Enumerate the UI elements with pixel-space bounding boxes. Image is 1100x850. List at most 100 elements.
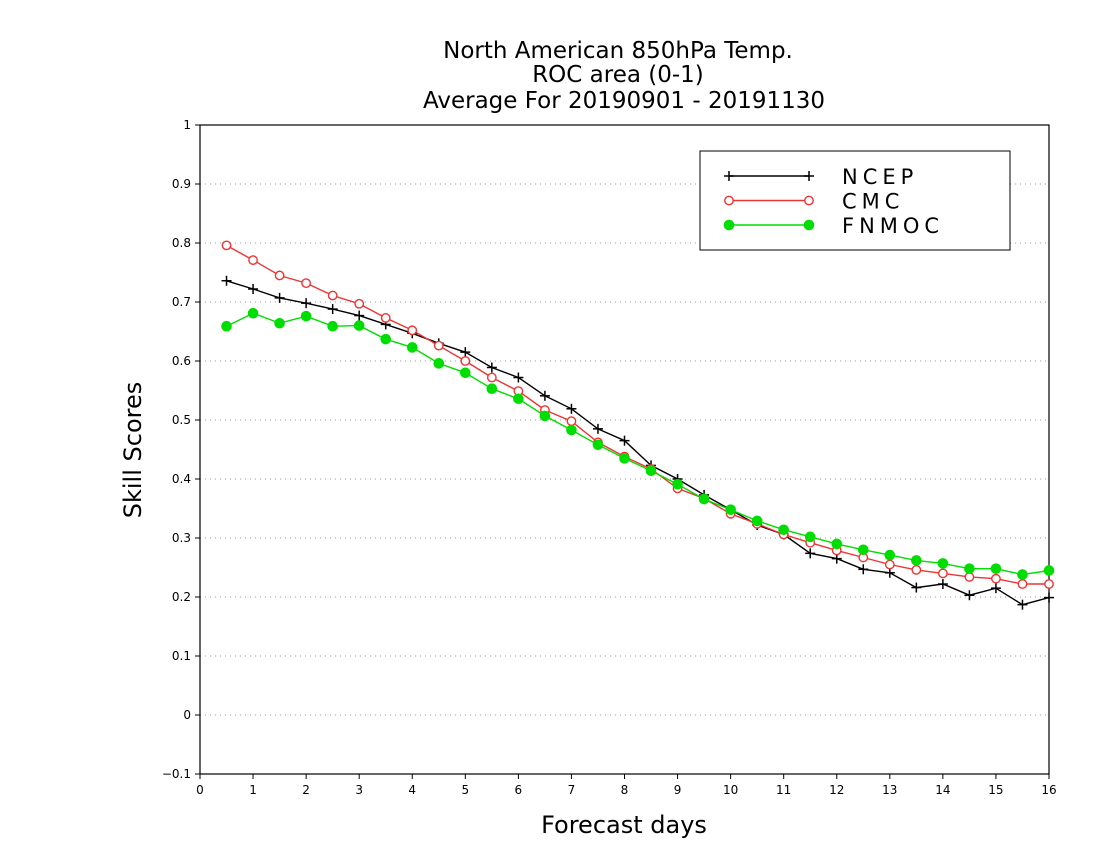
data-point-fnmoc bbox=[857, 544, 869, 556]
y-tick-label: 1 bbox=[183, 118, 191, 132]
data-point-fnmoc bbox=[486, 383, 498, 395]
data-point-cmc bbox=[433, 340, 444, 351]
legend-marker-ncep bbox=[724, 171, 734, 181]
legend-marker-cmc bbox=[804, 195, 814, 206]
y-tick-label: 0.4 bbox=[172, 472, 191, 486]
x-tick-label: 0 bbox=[196, 783, 204, 797]
data-point-cmc bbox=[937, 568, 948, 579]
data-point-fnmoc bbox=[725, 504, 736, 515]
data-point-fnmoc bbox=[406, 342, 418, 353]
data-point-cmc bbox=[486, 372, 497, 383]
x-tick-label: 8 bbox=[621, 783, 629, 797]
legend-item-ncep: NCEP bbox=[724, 165, 913, 189]
y-tick-label: 0.2 bbox=[172, 590, 191, 604]
x-tick-label: 16 bbox=[1041, 783, 1056, 797]
x-tick-label: 12 bbox=[829, 783, 844, 797]
data-point-fnmoc bbox=[566, 424, 577, 436]
title-line-3: Average For 20190901 - 20191130 bbox=[423, 88, 825, 114]
y-axis-label: Skill Scores bbox=[119, 382, 147, 519]
data-point-cmc bbox=[248, 255, 258, 266]
legend-label-fnmoc: FNMOC bbox=[842, 214, 944, 238]
x-tick-label: 7 bbox=[568, 783, 576, 797]
series-layer bbox=[221, 240, 1055, 610]
x-tick-label: 6 bbox=[515, 783, 523, 797]
data-point-cmc bbox=[566, 416, 577, 427]
data-point-ncep bbox=[486, 362, 497, 373]
x-tick-label: 15 bbox=[988, 783, 1003, 797]
data-point-ncep bbox=[301, 298, 312, 309]
data-point-fnmoc bbox=[513, 393, 524, 405]
data-point-cmc bbox=[407, 325, 418, 336]
x-tick-label: 5 bbox=[461, 783, 469, 797]
data-point-cmc bbox=[991, 573, 1001, 584]
y-tick-label: 0.8 bbox=[172, 236, 191, 250]
data-point-ncep bbox=[248, 284, 259, 295]
legend-marker-cmc bbox=[724, 195, 734, 206]
chart-title: North American 850hPa Temp. ROC area (0-… bbox=[423, 38, 825, 114]
data-point-fnmoc bbox=[778, 524, 789, 536]
x-tick-label: 14 bbox=[935, 783, 950, 797]
data-point-cmc bbox=[964, 572, 975, 582]
data-point-cmc bbox=[301, 278, 312, 289]
data-point-cmc bbox=[327, 290, 338, 301]
data-point-fnmoc bbox=[911, 555, 922, 566]
data-point-ncep bbox=[1017, 599, 1028, 610]
series-line-fnmoc bbox=[226, 312, 1050, 576]
title-line-2: ROC area (0-1) bbox=[532, 62, 704, 88]
data-point-fnmoc bbox=[672, 479, 683, 490]
data-point-cmc bbox=[460, 356, 471, 366]
x-axis-ticks: 0 1 2 3 4 5 6 7 8 9 10 11 12 13 14 15 16 bbox=[196, 774, 1057, 797]
title-line-1: North American 850hPa Temp. bbox=[443, 38, 793, 64]
data-point-ncep bbox=[513, 372, 524, 383]
data-point-ncep bbox=[566, 403, 577, 414]
data-point-cmc bbox=[354, 298, 365, 309]
data-point-cmc bbox=[911, 564, 922, 575]
data-point-fnmoc bbox=[460, 367, 471, 379]
legend-marker-fnmoc bbox=[723, 219, 735, 231]
plot-frame bbox=[199, 124, 1050, 775]
data-point-fnmoc bbox=[751, 515, 763, 527]
x-tick-label: 11 bbox=[776, 783, 791, 797]
data-point-fnmoc bbox=[937, 558, 949, 569]
y-tick-label: 0 bbox=[183, 708, 191, 722]
data-point-ncep bbox=[937, 579, 948, 590]
y-tick-label: 0.7 bbox=[172, 295, 191, 309]
gridlines bbox=[200, 183, 1049, 716]
legend-item-cmc: CMC bbox=[724, 190, 899, 214]
data-point-fnmoc bbox=[380, 333, 392, 345]
data-point-fnmoc bbox=[831, 538, 843, 550]
data-point-ncep bbox=[1044, 592, 1054, 603]
x-axis-label: Forecast days bbox=[541, 811, 707, 839]
data-point-ncep bbox=[858, 564, 869, 575]
data-point-ncep bbox=[884, 567, 895, 578]
data-point-cmc bbox=[884, 559, 895, 570]
data-point-ncep bbox=[990, 583, 1001, 594]
data-point-ncep bbox=[805, 548, 816, 559]
data-point-fnmoc bbox=[433, 358, 445, 369]
data-point-cmc bbox=[1017, 579, 1028, 589]
data-point-cmc bbox=[274, 270, 285, 281]
data-point-fnmoc bbox=[353, 320, 365, 331]
data-point-fnmoc bbox=[247, 307, 259, 319]
data-point-fnmoc bbox=[804, 531, 816, 543]
data-point-fnmoc bbox=[539, 410, 551, 422]
data-point-ncep bbox=[327, 304, 338, 315]
data-point-fnmoc bbox=[592, 439, 604, 451]
x-tick-label: 13 bbox=[882, 783, 897, 797]
data-point-fnmoc bbox=[884, 549, 896, 561]
legend-item-fnmoc: FNMOC bbox=[723, 214, 944, 238]
data-point-ncep bbox=[592, 423, 603, 434]
data-point-ncep bbox=[831, 553, 842, 564]
data-point-ncep bbox=[460, 347, 471, 358]
data-point-ncep bbox=[964, 590, 975, 601]
x-tick-label: 9 bbox=[674, 783, 682, 797]
data-point-cmc bbox=[380, 313, 391, 323]
data-point-ncep bbox=[539, 390, 550, 401]
y-axis-ticks: −0.1 0 0.1 0.2 0.3 0.4 0.5 0.6 0.7 0.8 0.9 1 bbox=[162, 118, 200, 781]
data-point-ncep bbox=[911, 582, 922, 593]
data-point-fnmoc bbox=[619, 453, 630, 464]
series-fnmoc bbox=[221, 307, 1055, 580]
